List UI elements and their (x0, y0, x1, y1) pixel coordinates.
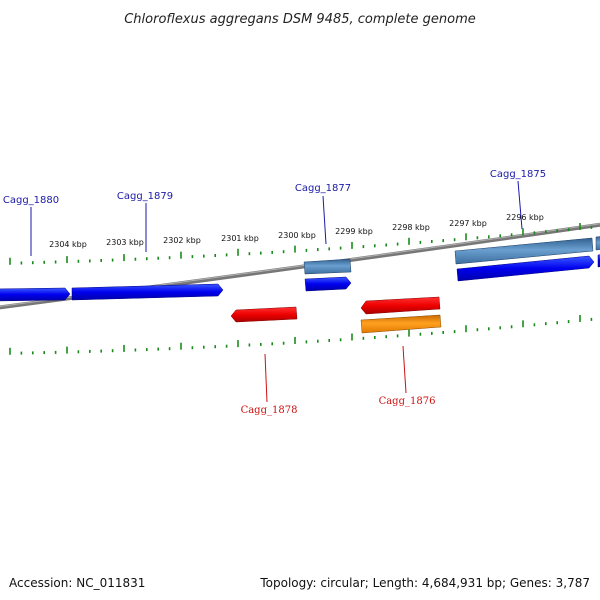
gene-label-cagg-1875[interactable]: Cagg_1875 (490, 169, 546, 180)
feature-cagg-1875-gene[interactable] (454, 237, 594, 265)
scale-label-2300: 2300 kbp (278, 231, 316, 240)
feature-cagg-1880-cds[interactable] (0, 287, 71, 302)
scale-label-2304: 2304 kbp (49, 240, 87, 249)
accession-text: Accession: NC_011831 (9, 576, 146, 590)
genome-title: Chloroflexus aggregans DSM 9485, complet… (124, 12, 476, 27)
gene-label-cagg-1877[interactable]: Cagg_1877 (295, 183, 351, 194)
feature-cagg-1877-cds[interactable] (304, 276, 352, 292)
feature-cagg-1879-cds[interactable] (71, 283, 224, 301)
scale-label-2297: 2297 kbp (449, 219, 487, 228)
feature-cagg-1876-cds[interactable] (360, 296, 441, 315)
feature-cagg-1875-cds[interactable] (456, 255, 595, 282)
feature-cagg-1876-gene[interactable] (360, 314, 442, 334)
gene-label-cagg-1880[interactable]: Cagg_1880 (3, 195, 59, 206)
scale-label-2296: 2296 kbp (506, 213, 544, 222)
scale-ticks-bottom (9, 315, 593, 355)
feature-cagg-1874-gene[interactable] (595, 236, 600, 251)
label-connectors (30, 180, 523, 403)
scale-label-2302: 2302 kbp (163, 236, 201, 245)
scale-label-2301: 2301 kbp (221, 234, 259, 243)
scale-label-2303: 2303 kbp (106, 238, 144, 247)
gene-label-cagg-1879[interactable]: Cagg_1879 (117, 191, 173, 202)
gene-label-cagg-1878[interactable]: Cagg_1878 (241, 405, 298, 416)
genome-stats-text: Topology: circular; Length: 4,684,931 bp… (260, 576, 590, 590)
scale-label-2298: 2298 kbp (392, 223, 430, 232)
feature-cagg-1878-cds[interactable] (230, 306, 298, 323)
gene-label-cagg-1876[interactable]: Cagg_1876 (379, 396, 436, 407)
scale-ticks-top (9, 223, 593, 265)
feature-cagg-1877-gene[interactable] (303, 258, 352, 275)
scale-label-2299: 2299 kbp (335, 227, 373, 236)
